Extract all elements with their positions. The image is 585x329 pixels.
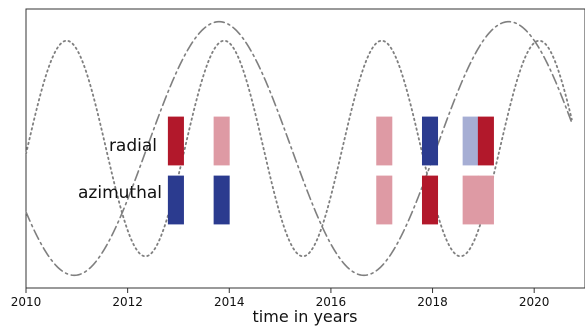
x-tick-label: 2016 — [316, 295, 347, 309]
azimuthal-event-bar — [421, 175, 439, 225]
radial-event-bar — [167, 116, 184, 166]
x-tick-label: 2012 — [112, 295, 143, 309]
radial-event-bar — [376, 116, 393, 166]
x-tick-label: 2018 — [417, 295, 448, 309]
event-layer — [167, 116, 494, 225]
radial-event-bar — [213, 116, 230, 166]
azimuthal-event-bar — [462, 175, 479, 225]
x-tick-label: 2010 — [11, 295, 42, 309]
azimuthal-event-bar — [213, 175, 230, 225]
row-labels: radial azimuthal — [78, 136, 162, 203]
row-label-azimuthal: azimuthal — [78, 183, 162, 203]
radial-event-bar — [462, 116, 479, 166]
azimuthal-event-bar — [477, 175, 494, 225]
azimuthal-event-bar — [376, 175, 393, 225]
x-tick-label: 2014 — [214, 295, 245, 309]
x-axis-title: time in years — [253, 307, 358, 326]
plot-frame — [25, 8, 585, 289]
x-tick-label: 2020 — [519, 295, 550, 309]
radial-event-bar — [477, 116, 494, 166]
series-layer — [25, 20, 573, 277]
x-axis: 2010 2012 2014 2016 2018 2020 — [11, 288, 550, 309]
azimuthal-event-bar — [167, 175, 184, 225]
row-label-radial: radial — [109, 136, 157, 156]
series-curve — [25, 39, 573, 258]
radial-event-bar — [421, 116, 439, 166]
